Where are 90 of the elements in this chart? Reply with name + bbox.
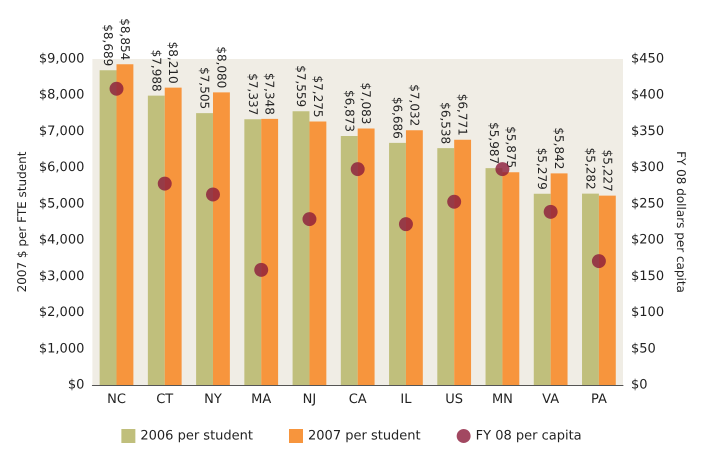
point	[254, 262, 268, 277]
bar	[196, 113, 213, 385]
data-label: $7,337	[246, 73, 260, 116]
x-tick-label: PA	[590, 392, 607, 407]
y-tick-label: $3,000	[38, 268, 84, 284]
data-label: $7,505	[198, 67, 212, 110]
data-label: $5,987	[486, 122, 501, 164]
point	[110, 82, 124, 96]
y2-tick-label: $350	[631, 124, 664, 139]
y-tick-label: $7,000	[38, 124, 84, 139]
data-label: $6,771	[456, 94, 470, 136]
y-tick-label: $6,000	[38, 160, 84, 176]
bar	[534, 194, 551, 385]
bar	[116, 64, 134, 385]
data-label: $8,080	[214, 46, 228, 88]
bar	[502, 172, 520, 385]
y-tick-label: $4,000	[38, 232, 84, 248]
x-tick-label: NJ	[302, 392, 316, 407]
bar	[148, 96, 165, 385]
y-tick-label: $8,000	[38, 88, 84, 103]
y2-tick-label: $150	[631, 268, 664, 284]
x-tick-label: MN	[492, 392, 513, 407]
data-label: $6,686	[390, 96, 404, 139]
data-label: $6,873	[342, 90, 356, 132]
y2-axis-title: FY 08 dollars per capita	[674, 151, 688, 293]
data-label: $5,842	[552, 127, 566, 170]
point	[350, 162, 365, 176]
bar	[406, 130, 423, 385]
bar	[100, 70, 117, 385]
point	[592, 254, 606, 268]
y-tick-label: $0	[68, 378, 84, 392]
data-label: $7,032	[407, 84, 422, 126]
x-tick-label: NY	[204, 392, 222, 407]
bar	[292, 111, 310, 385]
legend-label: 2007 per student	[308, 428, 421, 444]
bar	[309, 121, 326, 385]
data-label: $5,227	[600, 150, 614, 192]
data-label: $5,875	[504, 126, 518, 168]
bar	[454, 140, 472, 385]
data-label: $7,275	[310, 75, 325, 118]
y2-tick-label: $100	[631, 305, 664, 320]
data-label: $7,348	[262, 72, 277, 115]
point	[544, 204, 558, 219]
y2-tick-label: $250	[631, 196, 664, 212]
point	[158, 176, 172, 191]
data-label: $7,988	[149, 50, 164, 92]
legend-label: FY 08 per capita	[476, 428, 582, 444]
y-tick-label: $1,000	[38, 341, 84, 356]
data-label: $7,559	[294, 65, 308, 108]
y-tick-label: $5,000	[38, 196, 84, 212]
data-label: $5,282	[583, 148, 598, 190]
bar	[486, 168, 502, 385]
data-label: $6,538	[438, 102, 453, 144]
bar	[598, 196, 616, 385]
y2-tick-label: $200	[631, 232, 664, 248]
bar	[582, 194, 599, 385]
point	[447, 194, 462, 209]
x-tick-label: NC	[107, 392, 126, 407]
data-label: $7,083	[359, 82, 374, 124]
y2-tick-label: $50	[631, 341, 656, 356]
bar	[212, 92, 230, 385]
point	[206, 187, 220, 202]
y-tick-label: $9,000	[38, 52, 84, 66]
bar	[164, 88, 182, 385]
legend-label: 2006 per student	[140, 428, 254, 444]
data-label: $8,854	[118, 18, 132, 60]
x-tick-label: MA	[251, 392, 272, 407]
bar	[261, 118, 278, 385]
bar	[340, 136, 358, 385]
x-tick-label: CA	[348, 392, 367, 407]
point	[302, 212, 316, 226]
bar	[244, 119, 262, 385]
data-label: $8,689	[101, 24, 116, 66]
x-tick-label: CT	[156, 392, 174, 407]
bar	[358, 128, 375, 385]
y2-tick-label: $0	[631, 378, 648, 392]
y-axis-title: 2007 $ per FTE student	[15, 151, 29, 292]
y2-tick-label: $300	[631, 160, 664, 176]
y-tick-label: $2,000	[38, 305, 84, 320]
y2-tick-label: $450	[631, 52, 664, 66]
point	[398, 217, 413, 232]
x-tick-label: VA	[542, 392, 560, 407]
data-label: $5,279	[535, 148, 550, 190]
bar	[389, 142, 406, 385]
bar	[550, 173, 568, 385]
x-tick-label: IL	[400, 392, 412, 407]
x-tick-label: US	[445, 392, 464, 407]
bar	[437, 148, 454, 385]
data-label: $8,210	[166, 42, 180, 84]
y2-tick-label: $400	[631, 88, 664, 103]
